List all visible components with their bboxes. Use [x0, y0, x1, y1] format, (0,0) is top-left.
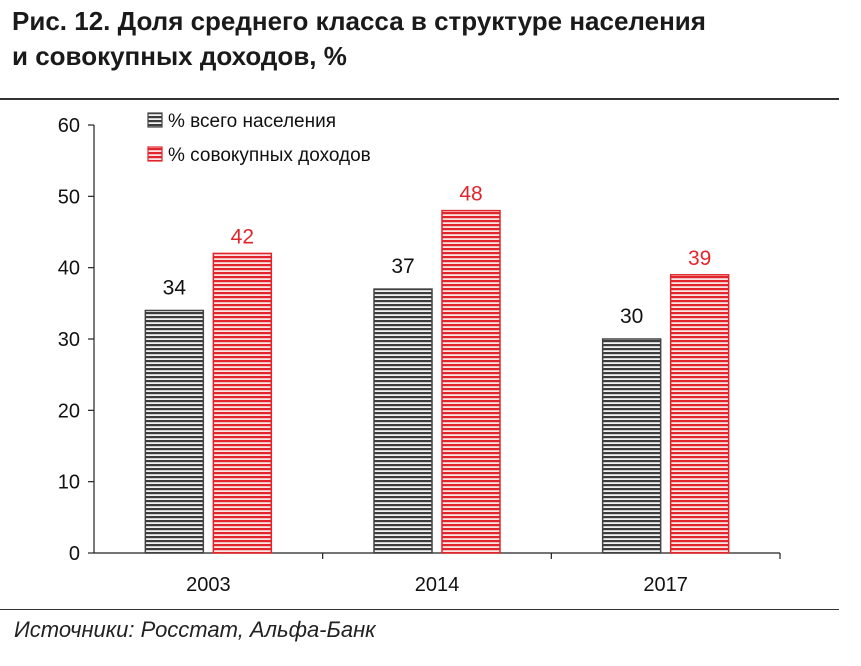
- x-tick-label: 2017: [643, 574, 688, 596]
- bar-income-2014: [441, 209, 501, 554]
- bars: [144, 209, 730, 554]
- y-tick-label: 50: [58, 186, 80, 208]
- data-label-income-2014: 48: [459, 183, 482, 206]
- title-line-1: Рис. 12. Доля среднего класса в структур…: [12, 6, 706, 36]
- y-tick-label: 20: [58, 400, 80, 422]
- bar-population-2014: [373, 288, 433, 554]
- y-tick-label: 60: [58, 115, 80, 137]
- data-labels: 34 42 37 48 30 39: [163, 183, 712, 328]
- top-divider: [0, 98, 839, 100]
- bar-income-2017: [669, 274, 730, 554]
- data-label-population-2003: 34: [163, 276, 187, 299]
- data-label-income-2017: 39: [688, 247, 711, 270]
- x-tick-label: 2003: [186, 574, 231, 596]
- legend-label-population: % всего населения: [168, 111, 336, 132]
- axes: 0 10 20 30 40 50 60 2003 2014 2017: [58, 115, 781, 596]
- y-tick-label: 30: [58, 329, 80, 351]
- source-note: Источники: Росстат, Альфа-Банк: [14, 617, 376, 642]
- bar-population-2017: [601, 338, 662, 554]
- y-tick-label: 0: [69, 543, 80, 565]
- y-tick-label: 40: [58, 258, 80, 280]
- legend-swatch-population: [147, 112, 163, 128]
- data-label-population-2014: 37: [391, 255, 414, 278]
- bottom-divider: [0, 609, 839, 610]
- legend-swatch-income: [147, 146, 163, 162]
- data-label-income-2003: 42: [231, 225, 254, 248]
- data-label-population-2017: 30: [620, 305, 643, 328]
- title-line-2: и совокупных доходов, %: [12, 41, 347, 71]
- x-tick-label: 2014: [415, 574, 460, 596]
- bar-population-2003: [144, 309, 205, 554]
- chart-title: Рис. 12. Доля среднего класса в структур…: [12, 4, 852, 74]
- bar-chart: 0 10 20 30 40 50 60 2003 2014 2017 34 42 37 48 30 39 %…: [58, 111, 781, 596]
- bar-income-2003: [212, 252, 273, 554]
- y-tick-label: 10: [58, 472, 80, 494]
- legend: % всего населения % совокупных доходов: [147, 111, 371, 166]
- legend-label-income: % совокупных доходов: [168, 145, 371, 166]
